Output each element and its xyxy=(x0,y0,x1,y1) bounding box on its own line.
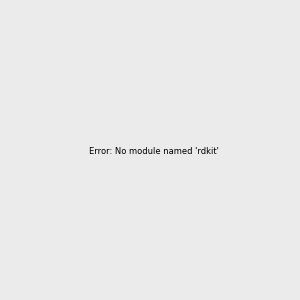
Text: Error: No module named 'rdkit': Error: No module named 'rdkit' xyxy=(89,147,219,156)
